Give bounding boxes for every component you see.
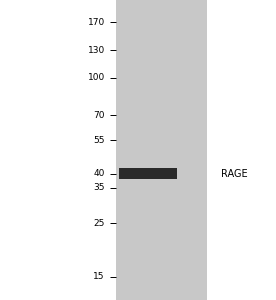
Text: 40: 40 — [94, 169, 105, 178]
Text: 100: 100 — [88, 73, 105, 82]
Text: 70: 70 — [93, 111, 105, 120]
Text: 35: 35 — [93, 183, 105, 192]
Text: 130: 130 — [88, 46, 105, 55]
Text: 25: 25 — [94, 219, 105, 228]
Text: 15: 15 — [93, 272, 105, 281]
Text: RAGE: RAGE — [221, 169, 247, 179]
Text: 55: 55 — [93, 136, 105, 145]
Text: 170: 170 — [88, 18, 105, 27]
FancyBboxPatch shape — [116, 0, 207, 300]
